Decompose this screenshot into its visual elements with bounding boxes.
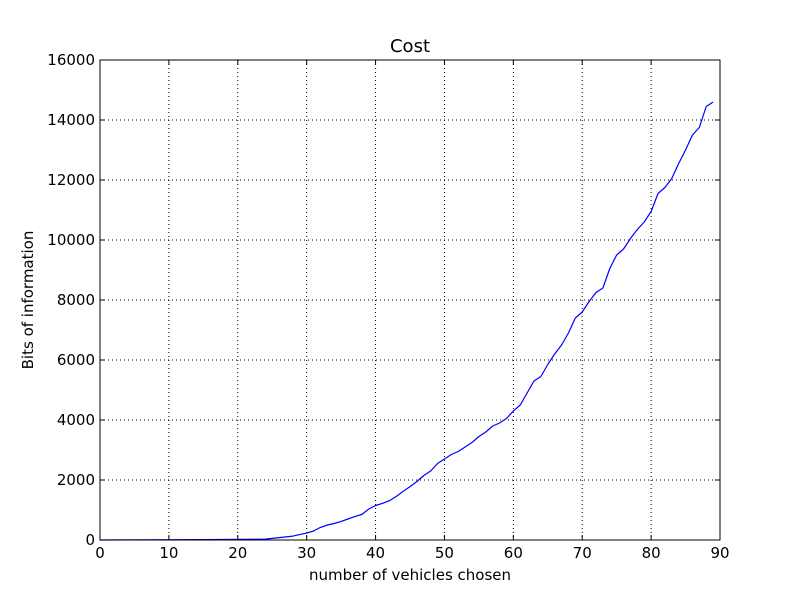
y-tick-label: 0 <box>85 531 95 549</box>
y-tick-label: 16000 <box>47 51 95 69</box>
y-tick-label: 2000 <box>57 471 95 489</box>
x-tick-label: 40 <box>366 544 385 562</box>
x-tick-label: 20 <box>228 544 247 562</box>
y-tick-label: 12000 <box>47 171 95 189</box>
x-tick-label: 60 <box>504 544 523 562</box>
x-tick-label: 50 <box>435 544 454 562</box>
y-tick-label: 14000 <box>47 111 95 129</box>
chart-title: Cost <box>390 36 430 57</box>
x-axis-label: number of vehicles chosen <box>309 566 511 584</box>
x-tick-label: 30 <box>297 544 316 562</box>
series-line-cost <box>99 101 714 541</box>
y-tick-label: 10000 <box>47 231 95 249</box>
x-tick-label: 90 <box>710 544 729 562</box>
x-tick-label: 80 <box>642 544 661 562</box>
tick-layer: 0 10 20 30 40 50 60 70 80 90 0 2000 4000 6000 8000 1000… <box>47 51 729 562</box>
series-layer <box>99 101 714 541</box>
y-tick-label: 8000 <box>57 291 95 309</box>
y-tick-label: 4000 <box>57 411 95 429</box>
x-tick-label: 70 <box>573 544 592 562</box>
plot-frame <box>99 59 721 541</box>
y-tick-label: 6000 <box>57 351 95 369</box>
y-axis-label: Bits of information <box>19 231 37 370</box>
x-tick-label: 10 <box>159 544 178 562</box>
x-tick-label: 0 <box>95 544 105 562</box>
grid-layer <box>100 60 720 540</box>
